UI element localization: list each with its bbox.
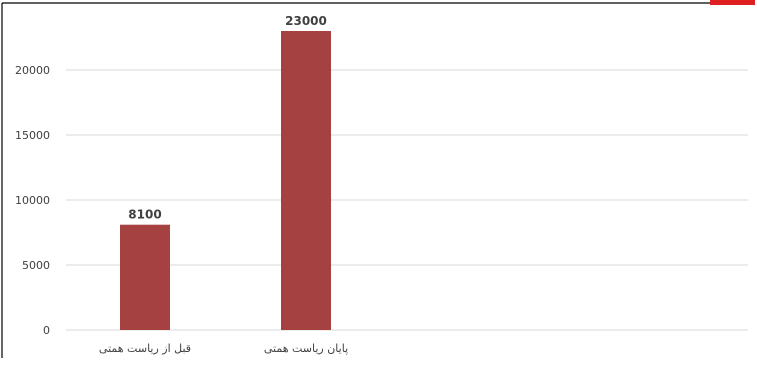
data-label: 8100 [128, 208, 161, 222]
y-tick-label: 10000 [15, 194, 50, 207]
bar-series [120, 31, 331, 330]
x-tick-label: پایان ریاست همتی [264, 342, 348, 355]
y-tick-label: 20000 [15, 64, 50, 77]
corner-accent [710, 0, 755, 5]
gridlines [66, 69, 748, 331]
bar [281, 31, 331, 330]
data-label: 23000 [285, 14, 327, 28]
y-axis: 0 5000 10000 15000 20000 [15, 64, 50, 337]
y-tick-label: 5000 [22, 259, 50, 272]
y-tick-label: 0 [43, 324, 50, 337]
y-tick-label: 15000 [15, 129, 50, 142]
x-axis: قبل از ریاست همتی پایان ریاست همتی [99, 342, 348, 355]
data-labels: 8100 23000 [128, 14, 327, 222]
x-tick-label: قبل از ریاست همتی [99, 342, 191, 355]
bar [120, 224, 170, 330]
